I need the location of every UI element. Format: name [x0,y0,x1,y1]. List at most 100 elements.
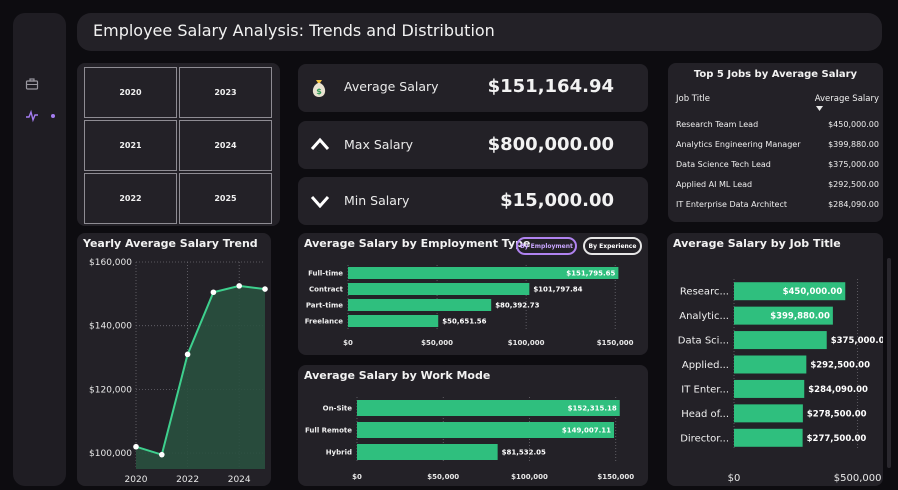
data-label: $80,392.73 [495,302,539,310]
y-tick-label: $160,000 [89,258,132,268]
category-label: Contract [309,286,344,294]
bar [734,331,827,350]
bar [357,444,498,460]
bar [348,299,492,311]
column-header-job-title[interactable]: Job Title [676,94,711,104]
bar [348,315,439,327]
bar [357,422,615,438]
page-title: Employee Salary Analysis: Trends and Dis… [93,21,495,40]
data-point [184,351,191,358]
data-label: $375,000.00 [831,336,883,346]
data-label: $277,500.00 [807,434,867,444]
table-title: Top 5 Jobs by Average Salary [693,69,858,80]
data-point [210,289,217,296]
chevron-down-icon [310,196,330,208]
bar [734,306,833,325]
table-row: Applied AI ML Lead $292,500.00 [676,180,879,189]
kpi-label: Min Salary [344,193,410,208]
year-button-2024[interactable]: 2024 [179,120,272,171]
category-label: Director... [680,433,729,444]
year-button-2020[interactable]: 2020 [84,67,177,118]
x-tick-label: $500,000 [834,473,882,484]
category-label: On-Site [323,405,353,413]
workmode-plot: $0 $50,000 $100,000 $150,000 On-Site $152,315… [305,397,634,481]
table-row: Data Science Tech Lead $375,000.00 [676,160,879,169]
data-label: $50,651.56 [442,318,486,326]
bar [734,428,803,447]
year-slicer: 2020 2023 2021 2024 2022 2025 [84,67,273,225]
salary-cell: $450,000.00 [828,120,879,129]
chevron-up-icon [310,137,330,150]
chart-title: Average Salary by Job Title [673,237,841,250]
activity-icon[interactable] [25,109,39,123]
chart-title: Yearly Average Salary Trend [83,237,258,250]
job-title-cell: IT Enterprise Data Architect [676,200,787,209]
bar [357,400,620,416]
by-employment-chip[interactable]: By Employment [516,237,577,255]
job-title-cell: Applied AI ML Lead [676,180,753,189]
yearly-trend-chart: Yearly Average Salary Trend $100,000 $120… [77,233,271,486]
x-tick-label: $50,000 [421,339,453,347]
chart-title: Average Salary by Employment Type [304,237,531,250]
kpi-value: $15,000.00 [500,190,614,211]
sort-desc-icon[interactable] [816,106,823,111]
data-label: $151,795.65 [566,270,615,278]
category-label: Hybrid [326,449,352,457]
y-tick-label: $100,000 [89,449,132,459]
kpi-max-salary: Max Salary $800,000.00 [298,121,648,169]
x-tick-label: $50,000 [427,473,459,481]
money-bag-icon: $ [312,80,326,97]
data-point [262,286,268,292]
sidebar [13,13,66,486]
year-button-2023[interactable]: 2023 [179,67,272,118]
year-button-2021[interactable]: 2021 [84,120,177,171]
category-label: IT Enter... [681,384,729,395]
x-tick-label: $150,000 [597,473,634,481]
year-button-2022[interactable]: 2022 [84,173,177,224]
data-point [159,451,165,458]
kpi-label: Average Salary [344,79,439,94]
bar [348,267,619,279]
work-mode-chart: Average Salary by Work Mode $0 $50,000 $10… [298,365,648,486]
x-tick-label: $100,000 [511,473,548,481]
by-experience-chip[interactable]: By Experience [583,237,642,255]
x-tick-label: $0 [343,339,353,347]
category-label: Applied... [682,360,729,371]
svg-text:$: $ [316,87,322,96]
kpi-value: $800,000.00 [487,134,614,155]
bar [734,282,846,301]
jobtitle-plot: $0 $500,000 Researc... $450,000.00 Analytic.… [678,279,883,484]
table-header: Job Title Average Salary [676,94,879,104]
data-point [133,443,139,450]
data-label: $292,500.00 [810,361,870,371]
category-label: Full Remote [305,427,352,435]
category-label: Freelance [305,318,344,326]
category-label: Researc... [680,287,729,298]
bar [734,379,805,398]
data-label: $399,880.00 [770,312,830,322]
kpi-min-salary: Min Salary $15,000.00 [298,177,648,225]
data-point [236,283,242,289]
briefcase-icon[interactable] [25,77,39,91]
bar [348,283,530,295]
x-tick-label: 2024 [228,475,251,485]
data-label: $278,500.00 [807,409,867,419]
bar [734,355,807,374]
column-header-average-salary[interactable]: Average Salary [814,94,879,104]
year-button-2025[interactable]: 2025 [179,173,272,224]
x-tick-label: 2020 [125,475,148,485]
job-title-cell: Analytics Engineering Manager [676,140,801,149]
data-label: $101,797.84 [533,286,582,294]
x-tick-label: $150,000 [597,339,634,347]
category-label: Analytic... [679,311,729,322]
data-label: $149,007.11 [562,427,611,435]
trend-area [136,285,265,469]
x-tick-label: 2022 [176,475,199,485]
data-label: $81,532.05 [502,449,546,457]
data-label: $152,315.18 [568,405,617,413]
scrollbar[interactable] [887,258,891,468]
kpi-average-salary: $ Average Salary $151,164.94 [298,64,648,112]
job-title-chart: Average Salary by Job Title $0 $500,000 Re… [667,233,883,486]
x-tick-label: $0 [352,473,362,481]
header-bar: Employee Salary Analysis: Trends and Dis… [77,13,882,51]
